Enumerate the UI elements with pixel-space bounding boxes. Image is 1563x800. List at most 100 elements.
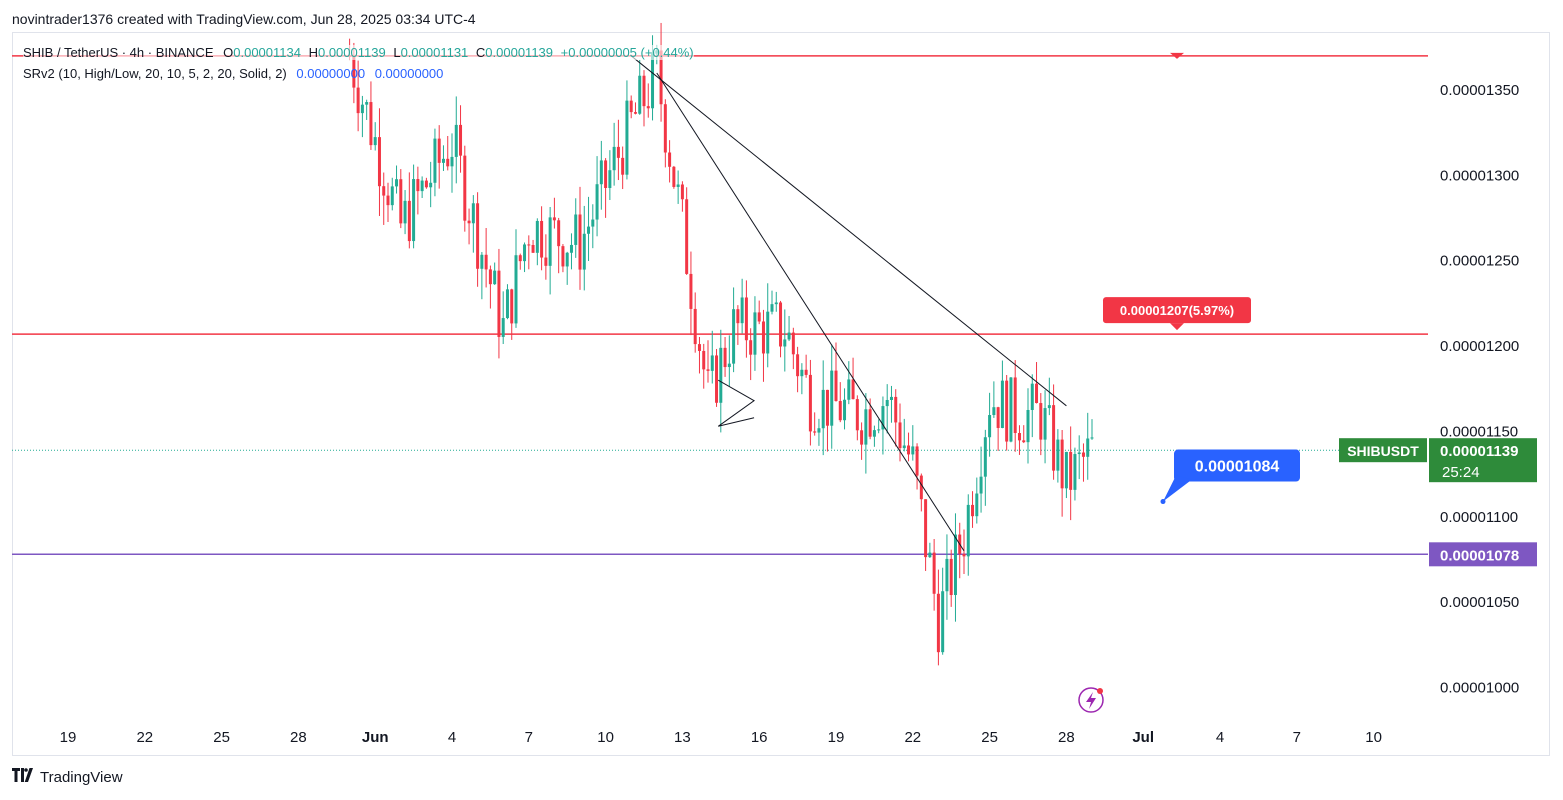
price-tick-label: 0.00001050 [1440, 594, 1519, 611]
candle-body [1069, 451, 1073, 490]
price-axis: 0.00001350 0.00001300 0.00001250 0.00001200… [1440, 82, 1519, 696]
candle-body [382, 186, 386, 196]
time-tick-label: 22 [136, 729, 153, 746]
time-tick-label: Jun [362, 729, 389, 746]
support-axis-tag [1429, 542, 1537, 567]
candle-body [855, 399, 859, 431]
candle-body [476, 203, 480, 269]
candle-body [390, 186, 394, 206]
candle-body [480, 254, 484, 269]
candle-body [1009, 377, 1013, 442]
candle-body [988, 415, 992, 438]
candle-body [450, 156, 454, 167]
candle-body [608, 170, 612, 188]
candle-body [744, 297, 748, 341]
time-tick-label: 10 [597, 729, 614, 746]
close-key: C [475, 45, 486, 60]
candle-body [471, 203, 475, 224]
candle-body [616, 146, 620, 158]
candle-body [604, 160, 608, 188]
candle-body [535, 220, 539, 253]
candle-body [369, 102, 373, 146]
candle-body [975, 493, 979, 517]
tradingview-footer[interactable]: TradingView [12, 768, 123, 787]
candle-body [936, 593, 940, 653]
candle-body [373, 137, 377, 146]
candle-body [531, 244, 535, 253]
candle-body [484, 254, 488, 270]
candle-body [889, 396, 893, 401]
indicator-legend: SRv2 (10, High/Low, 20, 10, 5, 2, 20, So… [23, 66, 443, 81]
candle-body [356, 87, 360, 114]
candle-body [1030, 383, 1034, 410]
candle-body [770, 304, 774, 312]
trendline-1 [630, 55, 1067, 407]
time-tick-label: 10 [1365, 729, 1382, 746]
candle-body [365, 102, 369, 105]
candles [348, 22, 1094, 666]
note-callout-box [1174, 449, 1300, 482]
candle-body [1005, 380, 1009, 442]
candle-body [352, 56, 356, 88]
candle-body [838, 401, 842, 421]
candle-body [501, 318, 505, 337]
candle-body [761, 321, 765, 354]
indicator-label[interactable]: SRv2 (10, High/Low, 20, 10, 5, 2, 20, So… [23, 66, 287, 81]
candle-body [723, 347, 727, 368]
candle-body [966, 504, 970, 557]
tradingview-logo-icon [12, 768, 34, 787]
candle-body [420, 180, 424, 192]
candle-body [544, 257, 548, 266]
candle-body [680, 184, 684, 200]
tradingview-brand: TradingView [40, 769, 123, 786]
candle-body [872, 430, 876, 437]
candle-body [1077, 452, 1081, 455]
candle-body [424, 180, 428, 188]
candle-body [817, 428, 821, 433]
candle-body [454, 124, 458, 157]
candle-body [757, 312, 761, 322]
time-tick-label: Jul [1132, 729, 1154, 746]
candle-body [851, 379, 855, 400]
candle-body [587, 226, 591, 234]
candle-body [407, 200, 411, 242]
candle-body [1086, 438, 1090, 457]
candle-body [633, 112, 637, 114]
candle-body [574, 214, 578, 245]
candle-body [719, 347, 723, 403]
note-anchor-dot [1160, 499, 1166, 505]
last-price-tag [1429, 438, 1537, 483]
candle-body [706, 369, 710, 371]
price-tags: 0.00001207(5.97%) 0.00001078 SHIBUSDT 0.000… [1078, 52, 1537, 713]
candle-body [488, 269, 492, 285]
countdown-text: 25:24 [1442, 464, 1480, 481]
candle-body [612, 146, 616, 171]
chart-frame[interactable] [12, 32, 1550, 756]
price-tick-label: 0.00001350 [1440, 82, 1519, 99]
candle-body [753, 312, 757, 355]
candle-body [860, 430, 864, 445]
candle-body [843, 399, 847, 421]
resistance-label-box [1103, 297, 1251, 324]
candle-body [821, 389, 825, 429]
candle-body [386, 195, 390, 206]
candle-body [497, 270, 501, 337]
candle-body [1081, 452, 1085, 457]
candle-body [915, 446, 919, 476]
candle-body [928, 552, 932, 558]
candle-body [599, 160, 603, 185]
symbol-label[interactable]: SHIB / TetherUS · 4h · BINANCE [23, 45, 214, 60]
candle-body [996, 407, 1000, 428]
candle-body [561, 246, 565, 267]
candle-body [766, 311, 770, 354]
candle-body [715, 355, 719, 403]
candle-body [1073, 454, 1077, 490]
candle-body [510, 289, 514, 324]
trendline-2 [656, 72, 965, 552]
candle-body [505, 289, 509, 319]
candle-body [787, 332, 791, 340]
symbol-tag-text: SHIBUSDT [1347, 443, 1419, 459]
candle-body [941, 591, 945, 653]
candle-body [459, 124, 463, 156]
